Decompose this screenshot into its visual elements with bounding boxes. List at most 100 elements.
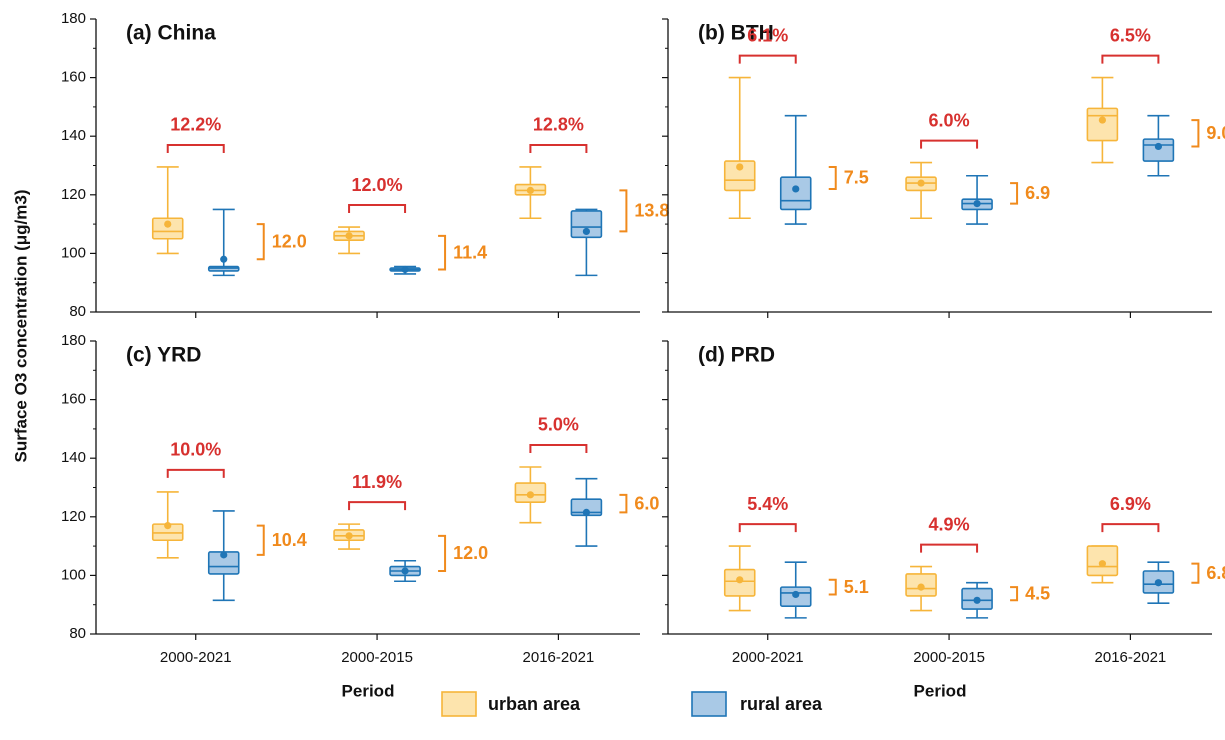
gap-bracket [1191,119,1200,148]
gap-bracket [828,165,837,190]
diff-label: 5.4% [747,494,788,514]
gap-bracket [438,234,447,271]
diff-bracket [920,543,979,553]
mean-dot [582,227,591,236]
mean-dot [792,185,800,193]
legend-label: rural area [740,694,823,714]
mean-dot [917,583,925,591]
mean-dot [220,551,228,559]
mean-dot [401,567,409,575]
diff-label: 12.0% [352,175,403,195]
x-tick-label: 2016-2021 [1095,649,1167,666]
mean-dot [973,596,981,604]
diff-bracket [348,501,407,511]
mean-dot [164,220,172,228]
y-tick-label: 180 [61,10,86,27]
y-tick-label: 120 [61,186,86,203]
legend-swatch [441,691,477,717]
diff-bracket [1101,54,1160,64]
diff-label: 10.0% [170,440,221,460]
mean-dot [1098,116,1106,124]
box [1086,107,1119,142]
gap-label: 5.1 [844,577,869,597]
gap-label: 6.8 [1206,563,1225,583]
mean-dot [792,590,800,599]
mean-dot [345,232,353,240]
diff-bracket [166,468,225,478]
y-tick-label: 80 [69,625,86,642]
gap-bracket [619,493,628,514]
diff-label: 12.8% [533,115,584,135]
x-tick-label: 2000-2015 [913,649,985,666]
mean-dot [973,199,981,208]
gap-label: 13.8 [634,201,669,221]
mean-dot [1154,142,1162,151]
y-axis-label: Surface O3 concentration (μg/m3) [11,189,30,462]
y-tick-label: 160 [61,391,86,408]
gap-bracket [1191,562,1200,584]
mean-dot [220,255,228,263]
mean-dot [345,532,353,540]
diff-label: 6.1% [747,25,788,45]
box [779,176,812,211]
mean-dot [736,576,744,584]
gap-label: 9.0 [1206,123,1225,143]
diff-label: 6.9% [1110,494,1151,514]
x-tick-label: 2016-2021 [523,649,595,666]
diff-label: 6.5% [1110,25,1151,45]
mean-dot [526,186,535,195]
y-tick-label: 140 [61,127,86,144]
gap-label: 6.9 [1025,183,1050,203]
x-tick-label: 2000-2021 [732,649,804,666]
y-tick-label: 120 [61,508,86,525]
y-tick-label: 140 [61,449,86,466]
y-tick-label: 100 [61,566,86,583]
legend-label: urban area [488,694,581,714]
diff-bracket [529,143,588,153]
box [570,210,603,239]
gap-bracket [256,524,265,556]
panel-title: (d) PRD [698,344,775,367]
diff-bracket [738,54,797,64]
x-tick-label: 2000-2015 [341,649,413,666]
gap-label: 11.4 [453,242,487,262]
box [1142,138,1175,162]
gap-label: 10.4 [272,530,307,550]
mean-dot [1154,579,1162,587]
y-tick-label: 100 [61,244,86,261]
gap-label: 12.0 [453,543,488,563]
gap-label: 7.5 [844,168,869,188]
mean-dot [582,508,591,517]
gap-bracket [619,189,628,233]
diff-bracket [348,204,407,214]
diff-label: 12.2% [170,115,221,135]
gap-bracket [1010,182,1019,205]
legend-swatch [691,691,727,717]
panel-title: (b) BTH [698,22,774,45]
panel-title: (c) YRD [126,344,201,367]
diff-label: 5.0% [538,415,579,435]
mean-dot [164,521,172,530]
gap-bracket [256,223,265,261]
diff-label: 11.9% [352,472,402,492]
diff-bracket [529,443,588,453]
diff-bracket [1101,523,1160,533]
mean-dot [1098,560,1106,568]
diff-bracket [166,143,225,153]
mean-dot [526,491,535,499]
y-tick-label: 180 [61,332,86,349]
gap-bracket [828,578,837,596]
panel-title: (a) China [126,22,216,45]
diff-bracket [738,523,797,533]
diff-bracket [920,139,979,149]
x-tick-label: 2000-2021 [160,649,232,666]
diff-label: 6.0% [929,110,970,130]
box [723,160,756,192]
mean-dot [401,265,409,274]
box [151,217,184,240]
y-tick-label: 160 [61,69,86,86]
gap-bracket [1010,586,1019,602]
mean-dot [736,163,744,171]
y-tick-label: 80 [69,303,86,320]
